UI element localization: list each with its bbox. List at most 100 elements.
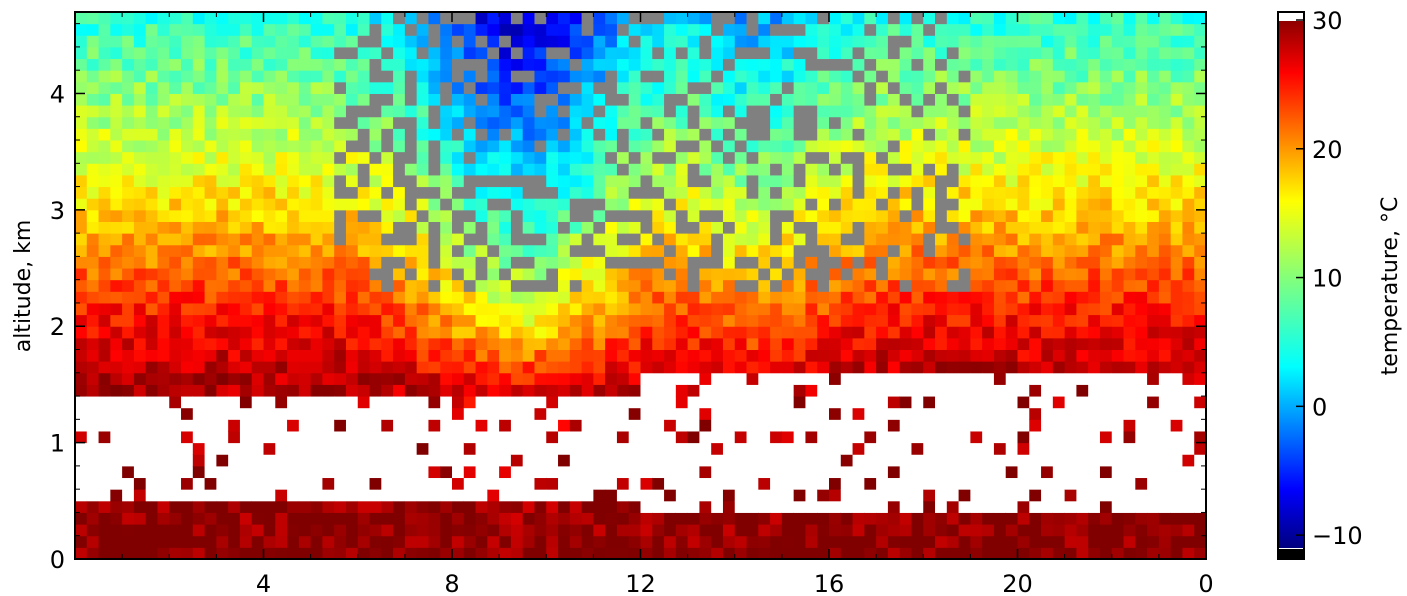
heatmap-cell [487, 46, 500, 60]
heatmap-cell [1158, 314, 1172, 327]
heatmap-cell [699, 384, 712, 397]
heatmap-cell [251, 361, 264, 374]
heatmap-cell [605, 105, 618, 118]
heatmap-cell [86, 12, 100, 25]
heatmap-cell [204, 430, 217, 444]
heatmap-cell [734, 209, 748, 222]
heatmap-cell [1194, 23, 1207, 36]
heatmap-cell [334, 105, 347, 118]
heatmap-cell [393, 512, 406, 525]
heatmap-cell [876, 46, 889, 60]
heatmap-cell [664, 70, 677, 83]
heatmap-cell [569, 93, 583, 106]
heatmap-cell [876, 489, 889, 502]
heatmap-cell [675, 361, 689, 374]
heatmap-cell [781, 163, 795, 176]
heatmap-cell [440, 128, 453, 141]
heatmap-cell [1158, 46, 1172, 60]
heatmap-cell [1147, 81, 1160, 94]
heatmap-cell [310, 186, 323, 199]
heatmap-cell [711, 128, 724, 141]
heatmap-cell [1123, 209, 1136, 222]
heatmap-cell [817, 372, 830, 385]
heatmap-cell [1194, 442, 1207, 455]
heatmap-cell [581, 23, 594, 36]
heatmap-cell [1005, 419, 1018, 432]
heatmap-cell [876, 524, 889, 537]
heatmap-cell [1017, 361, 1030, 374]
heatmap-cell [1041, 489, 1054, 502]
heatmap-cell [287, 465, 300, 479]
heatmap-cell [652, 268, 665, 281]
heatmap-cell [1099, 489, 1113, 502]
heatmap-cell [817, 419, 830, 432]
heatmap-cell [440, 372, 453, 385]
heatmap-cell [722, 233, 736, 246]
heatmap-cell [287, 314, 300, 327]
heatmap-cell [781, 547, 795, 560]
heatmap-cell [876, 70, 889, 83]
heatmap-cell [817, 151, 830, 164]
heatmap-cell [216, 500, 229, 513]
heatmap-cell [1111, 174, 1125, 188]
heatmap-cell [593, 384, 606, 397]
heatmap-cell [1170, 547, 1183, 560]
heatmap-cell [228, 337, 241, 351]
heatmap-cell [110, 70, 123, 83]
heatmap-cell [192, 70, 206, 83]
heatmap-cell [946, 233, 960, 246]
heatmap-cell [1123, 396, 1136, 409]
heatmap-cell [864, 93, 877, 106]
heatmap-cell [204, 186, 217, 199]
heatmap-cell [181, 384, 194, 397]
heatmap-cell [181, 256, 194, 269]
heatmap-cell [369, 314, 382, 327]
heatmap-cell [1052, 419, 1066, 432]
heatmap-cell [216, 268, 229, 281]
heatmap-cell [393, 314, 406, 327]
heatmap-cell [817, 314, 830, 327]
heatmap-cell [1123, 244, 1136, 257]
heatmap-cell [1088, 81, 1101, 94]
heatmap-cell [569, 314, 583, 327]
heatmap-cell [840, 256, 854, 269]
heatmap-cell [310, 93, 323, 106]
heatmap-cell [192, 396, 206, 409]
heatmap-cell [310, 349, 323, 362]
heatmap-cell [487, 233, 500, 246]
heatmap-cell [1029, 256, 1042, 269]
heatmap-cell [793, 291, 806, 304]
heatmap-cell [1017, 349, 1030, 362]
heatmap-cell [463, 372, 477, 385]
heatmap-cell [1052, 326, 1066, 339]
heatmap-cell [605, 256, 618, 269]
heatmap-cell [1041, 547, 1054, 560]
heatmap-cell [687, 361, 700, 374]
heatmap-cell [546, 46, 559, 60]
heatmap-cell [133, 372, 147, 385]
heatmap-cell [652, 454, 665, 467]
heatmap-cell [1088, 268, 1101, 281]
heatmap-cell [1076, 268, 1089, 281]
heatmap-cell [181, 186, 194, 199]
heatmap-cell [1182, 233, 1195, 246]
heatmap-cell [357, 279, 371, 292]
heatmap-cell [86, 105, 100, 118]
heatmap-cell [1135, 233, 1148, 246]
heatmap-cell [1123, 70, 1136, 83]
heatmap-cell [1005, 46, 1018, 60]
heatmap-cell [840, 268, 854, 281]
heatmap-cell [204, 407, 217, 420]
heatmap-cell [664, 279, 677, 292]
heatmap-cell [711, 291, 724, 304]
heatmap-cell [369, 326, 382, 339]
heatmap-cell [275, 35, 288, 48]
heatmap-cell [734, 116, 748, 129]
heatmap-cell [204, 209, 217, 222]
heatmap-cell [1005, 500, 1018, 513]
heatmap-cell [899, 128, 912, 141]
heatmap-cell [1170, 396, 1183, 409]
heatmap-cell [793, 430, 806, 444]
heatmap-cell [1099, 105, 1113, 118]
heatmap-cell [805, 302, 818, 316]
